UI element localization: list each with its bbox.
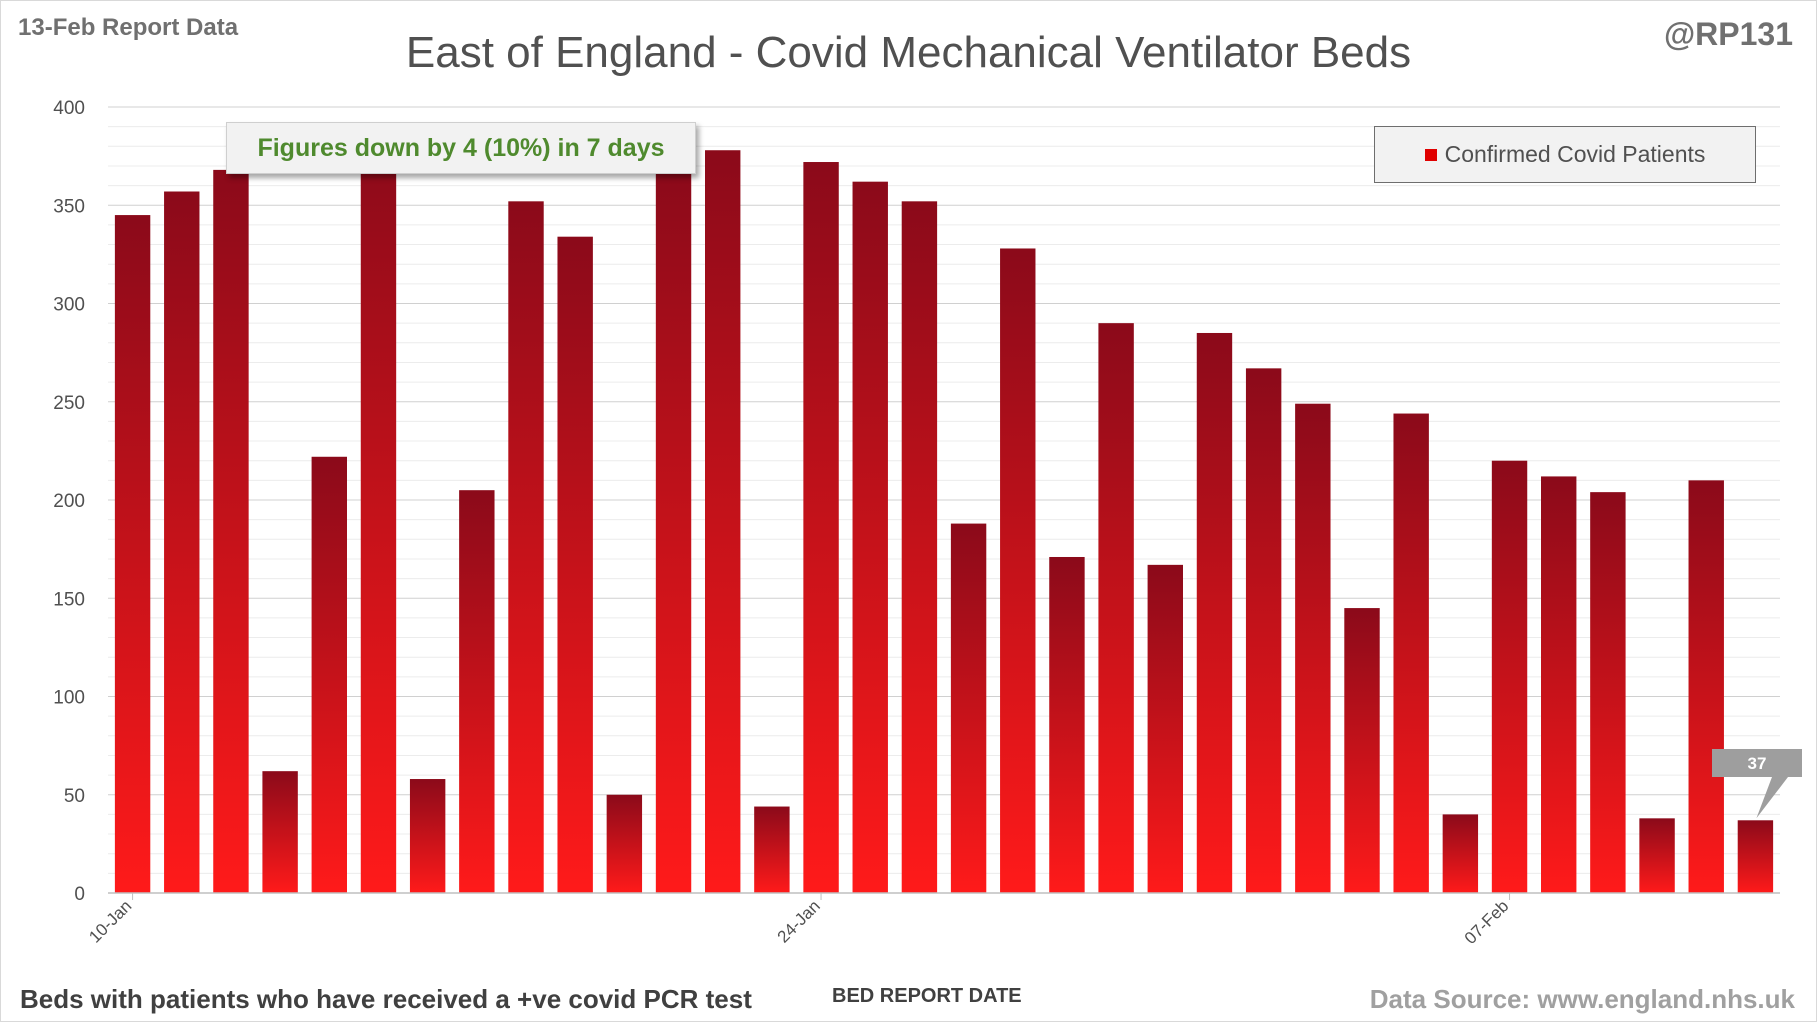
bar — [754, 806, 790, 893]
bar — [1049, 556, 1085, 893]
last-value-label: 37 — [1748, 754, 1767, 773]
bar — [606, 794, 643, 893]
bar — [1147, 564, 1183, 893]
bar — [1393, 413, 1429, 893]
bar — [409, 779, 446, 893]
author-handle: @RP131 — [1663, 16, 1793, 52]
bar — [213, 169, 249, 893]
bar — [705, 150, 741, 894]
bar — [1344, 608, 1380, 893]
bar-series — [114, 144, 1774, 894]
bar — [557, 236, 593, 893]
y-axis-ticks: 0 50 100 150 200 250 300 350 400 — [53, 98, 85, 905]
x-tick-label: 07-Feb — [1461, 896, 1513, 948]
data-source: Data Source: www.england.nhs.uk — [1369, 984, 1795, 1014]
bar — [803, 162, 839, 893]
bar — [1639, 818, 1675, 893]
gridlines — [108, 106, 1780, 874]
bar — [1491, 460, 1528, 893]
y-tick-label: 400 — [53, 98, 85, 119]
legend-label: Confirmed Covid Patients — [1444, 141, 1706, 167]
y-tick-label: 150 — [53, 589, 85, 610]
bar — [1688, 480, 1724, 893]
y-tick-label: 50 — [64, 786, 85, 807]
legend: Confirmed Covid Patients — [1374, 126, 1756, 183]
report-date-label: 13-Feb Report Data — [18, 14, 239, 41]
x-axis — [108, 892, 1780, 900]
bar — [1442, 814, 1479, 893]
bar — [901, 201, 938, 893]
bar — [164, 191, 200, 893]
bar — [852, 181, 888, 894]
bar — [950, 523, 987, 893]
x-axis-ticks: 10-Jan24-Jan07-Feb21-Feb07-Mar21-Mar04-A… — [85, 896, 1513, 948]
change-callout: Figures down by 4 (10%) in 7 days — [226, 122, 696, 174]
chart-title: East of England - Covid Mechanical Venti… — [405, 28, 1412, 77]
x-tick-label: 10-Jan — [85, 896, 135, 946]
bar — [1196, 332, 1233, 894]
y-tick-label: 0 — [74, 884, 85, 905]
last-value-callout: 37 — [1712, 749, 1802, 819]
legend-swatch — [1424, 148, 1437, 161]
bar — [262, 771, 298, 893]
bar — [1098, 323, 1134, 893]
y-tick-label: 100 — [53, 688, 85, 709]
bar — [508, 201, 544, 893]
bar — [655, 169, 692, 893]
bar — [1590, 492, 1626, 893]
bar — [1737, 820, 1774, 893]
bar — [311, 456, 347, 893]
bar — [114, 215, 151, 893]
x-axis-title: BED REPORT DATE — [832, 985, 1022, 1007]
last-value-box — [1712, 749, 1802, 819]
x-tick-label: 24-Jan — [774, 896, 824, 946]
bar — [1295, 403, 1331, 893]
bar — [1245, 368, 1282, 894]
footnote: Beds with patients who have received a +… — [20, 984, 752, 1014]
bar — [1541, 476, 1577, 893]
bar — [360, 144, 397, 894]
y-tick-label: 300 — [53, 295, 85, 316]
bar — [1000, 248, 1036, 894]
bar — [459, 490, 495, 893]
y-tick-label: 200 — [53, 491, 85, 512]
y-tick-label: 250 — [53, 393, 85, 414]
y-tick-label: 350 — [53, 196, 85, 217]
